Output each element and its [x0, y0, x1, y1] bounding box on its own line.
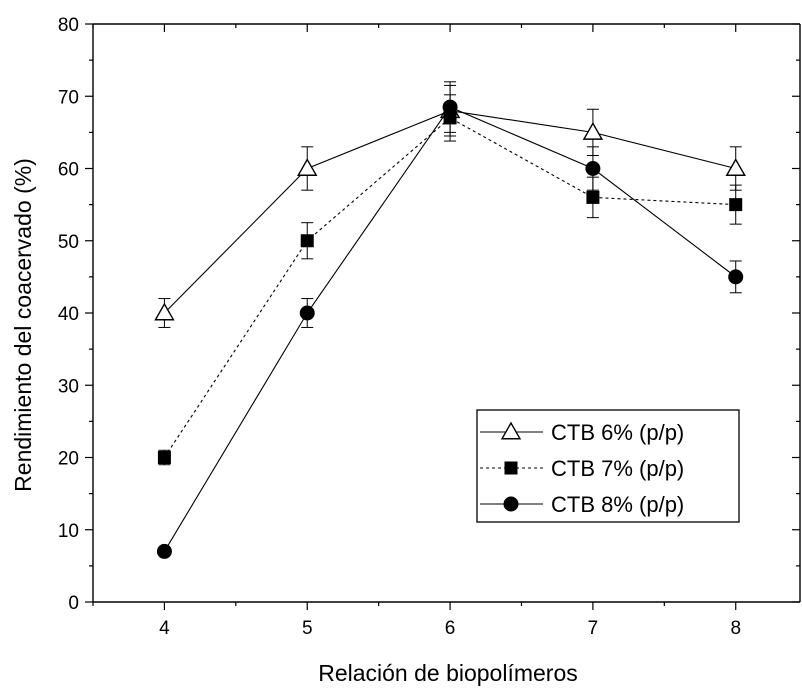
tick-marks	[85, 23, 800, 610]
series-3	[156, 81, 744, 559]
data-point	[725, 158, 746, 176]
x-tick-label: 4	[159, 618, 170, 639]
data-point	[442, 99, 458, 115]
data-point	[585, 161, 601, 176]
x-tick-label: 8	[730, 618, 741, 639]
data-point	[582, 121, 604, 140]
data-point	[299, 305, 315, 321]
legend-label: CTB 7% (p/p)	[551, 456, 684, 481]
y-tick-label: 0	[68, 593, 79, 614]
x-tick-label: 6	[445, 618, 456, 639]
data-point	[586, 190, 600, 204]
y-tick-label: 50	[58, 232, 79, 253]
data-point	[728, 269, 744, 285]
x-tick-label: 7	[588, 618, 599, 639]
series-line	[163, 117, 736, 458]
data-point	[154, 302, 175, 321]
y-tick-label: 60	[58, 160, 79, 181]
y-tick-label: 70	[58, 87, 79, 108]
y-tick-label: 10	[58, 521, 79, 542]
x-tick-label: 5	[302, 618, 313, 639]
y-tick-label: 30	[58, 376, 79, 397]
data-point	[157, 451, 171, 464]
data-point	[297, 158, 318, 176]
legend-label: CTB 6% (p/p)	[551, 420, 684, 445]
legend-label: CTB 8% (p/p)	[551, 492, 684, 517]
series-layer	[154, 81, 746, 559]
data-point	[300, 234, 314, 248]
legend-marker	[503, 496, 519, 512]
series-2	[157, 94, 743, 466]
y-tick-label: 20	[58, 449, 79, 470]
data-point	[156, 543, 172, 559]
data-point	[729, 198, 743, 212]
axes	[92, 23, 801, 603]
legend-marker	[500, 421, 522, 440]
legend-box	[476, 409, 740, 523]
y-tick-label: 80	[58, 15, 79, 36]
legend: CTB 6% (p/p) CTB 7% (p/p) CTB 8% (p/p)	[476, 409, 740, 523]
y-tick-label: 40	[58, 304, 79, 325]
y-axis-title: Rendimiento del coacervado (%)	[10, 158, 36, 492]
x-axis-title: Relación de biopolímeros	[318, 660, 578, 686]
legend-marker	[504, 461, 518, 475]
